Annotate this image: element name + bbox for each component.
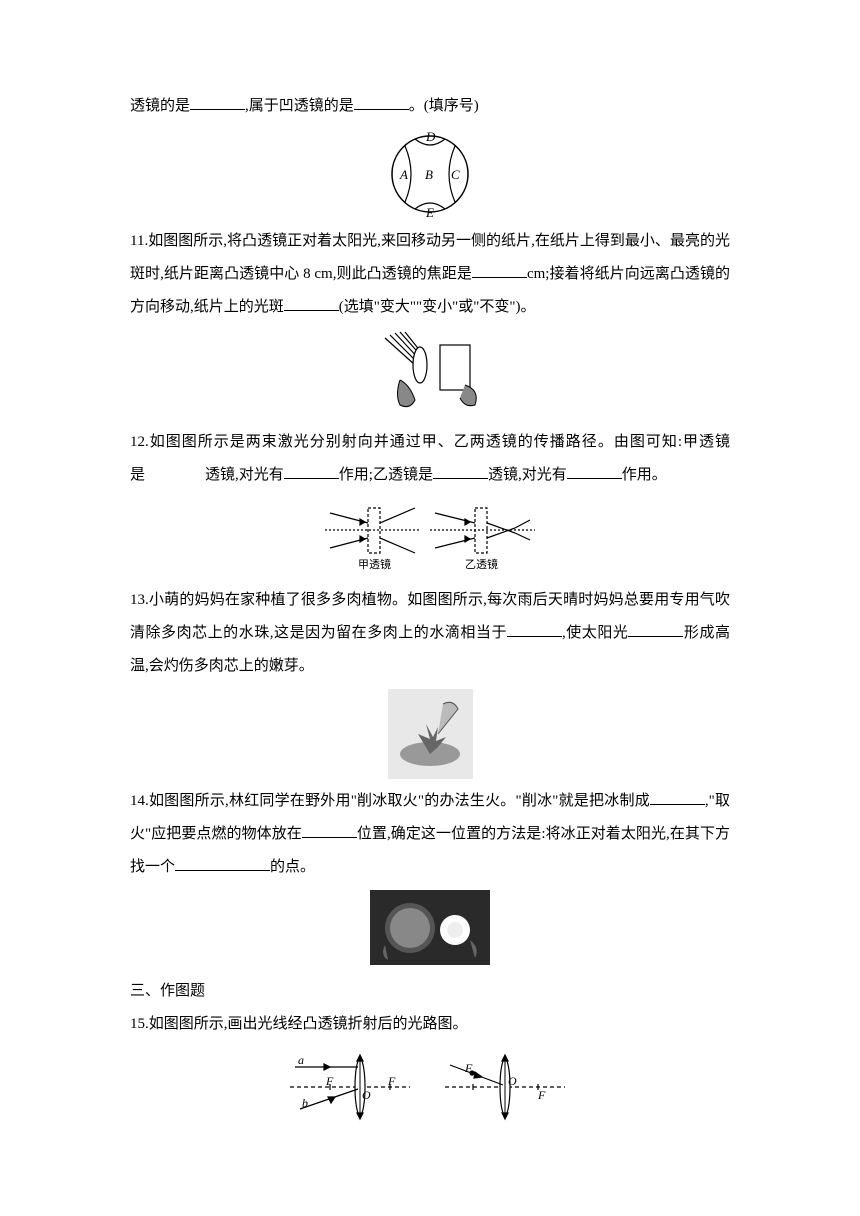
svg-text:乙透镜: 乙透镜 [465, 557, 498, 571]
q12-t1b [145, 467, 205, 483]
q14-t4: 的点。 [270, 859, 315, 875]
q12-text: 12.如图图所示是两束激光分别射向并通过甲、乙两透镜的传播路径。由图可知:甲透镜… [130, 426, 730, 492]
q12-num: 12. [130, 434, 149, 450]
q10-blank2 [354, 92, 409, 110]
svg-text:A: A [399, 167, 408, 182]
q14-blank2 [302, 820, 357, 838]
q15-num: 15. [130, 1016, 149, 1032]
q12-t5: 作用。 [622, 467, 667, 483]
svg-text:F: F [537, 1088, 546, 1102]
q12-blank4 [567, 461, 622, 479]
q11-blank2 [284, 293, 339, 311]
q11-t3: (选填"变大""变小"或"不变")。 [339, 299, 536, 315]
q15-figure: a b F O F F O F [130, 1047, 730, 1122]
q11-text: 11.如图图所示,将凸透镜正对着太阳光,来回移动另一侧的纸片,在纸片上得到最小、… [130, 225, 730, 324]
succulent-photo [388, 689, 473, 779]
q15-text: 15.如图图所示,画出光线经凸透镜折射后的光路图。 [130, 1008, 730, 1041]
svg-text:F: F [387, 1074, 396, 1088]
svg-text:D: D [425, 129, 436, 144]
two-lens-diagram: 甲透镜 乙透镜 [320, 498, 540, 578]
q10-figure: A B C D E [130, 129, 730, 219]
svg-text:B: B [425, 167, 433, 182]
q14-num: 14. [130, 793, 149, 809]
svg-text:O: O [362, 1088, 371, 1102]
svg-text:C: C [451, 167, 460, 182]
q13-blank1 [507, 619, 562, 637]
q10-text: 透镜的是 ,属于凹透镜的是 。(填序号) [130, 90, 730, 123]
q13-t2: ,使太阳光 [562, 625, 628, 641]
q15-t: 如图图所示,画出光线经凸透镜折射后的光路图。 [149, 1016, 468, 1032]
q10-suffix: 。(填序号) [409, 98, 479, 114]
q10-prefix: 透镜的是 [130, 98, 190, 114]
q13-num: 13. [130, 592, 149, 608]
q14-t1: 如图图所示,林红同学在野外用"削冰取火"的办法生火。"削冰"就是把冰制成 [149, 793, 650, 809]
section3-heading: 三、作图题 [130, 975, 730, 1008]
ice-fire-photo [370, 890, 490, 965]
q13-figure [130, 689, 730, 779]
svg-text:b: b [302, 1096, 308, 1110]
svg-text:E: E [425, 205, 434, 219]
q11-num: 11. [130, 233, 148, 249]
q11-blank1 [472, 260, 527, 278]
q12-t3: 作用;乙透镜是 [339, 467, 433, 483]
q13-text: 13.小萌的妈妈在家种植了很多多肉植物。如图图所示,每次雨后天晴时妈妈总要用专用… [130, 584, 730, 683]
lens-paper-diagram [365, 330, 495, 420]
q12-blank2 [284, 461, 339, 479]
q12-figure: 甲透镜 乙透镜 [130, 498, 730, 578]
q10-mid: ,属于凹透镜的是 [245, 98, 354, 114]
q14-text: 14.如图图所示,林红同学在野外用"削冰取火"的办法生火。"削冰"就是把冰制成,… [130, 785, 730, 884]
q14-figure [130, 890, 730, 965]
q14-blank1 [650, 787, 705, 805]
svg-text:a: a [298, 1053, 304, 1067]
q10-blank1 [190, 92, 245, 110]
svg-text:F: F [464, 1061, 473, 1075]
q12-blank3 [433, 461, 488, 479]
q12-t4: 透镜,对光有 [488, 467, 567, 483]
q14-blank3 [175, 853, 270, 871]
lens-ray-diagrams: a b F O F F O F [280, 1047, 580, 1122]
q12-t2: 透镜,对光有 [205, 467, 284, 483]
lens-circle-diagram: A B C D E [375, 129, 485, 219]
q13-blank2 [628, 619, 683, 637]
svg-text:O: O [508, 1074, 517, 1088]
q11-figure [130, 330, 730, 420]
svg-text:甲透镜: 甲透镜 [358, 557, 391, 571]
